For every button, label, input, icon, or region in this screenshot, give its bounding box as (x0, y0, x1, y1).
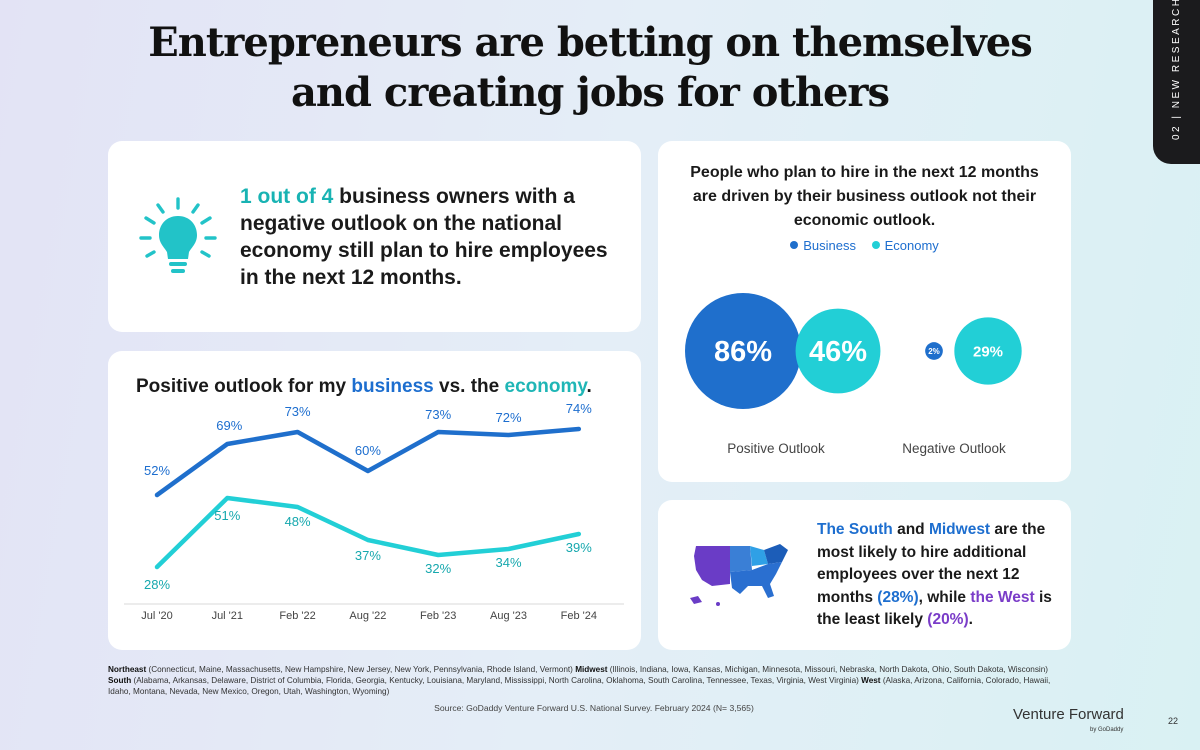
region-statement: The South and Midwest are the most likel… (817, 519, 1057, 632)
region-low-pct: (20%) (927, 611, 969, 628)
region-text-4: is the least likely (817, 588, 1052, 629)
line-title-mid: vs. the (433, 376, 505, 397)
footnote-midwest-text: (Illinois, Indiana, Iowa, Kansas, Michig… (607, 665, 1049, 674)
data-label-economy: 34% (495, 555, 521, 570)
line-chart-title: Positive outlook for my business vs. the… (136, 376, 592, 398)
series-line-economy (154, 495, 582, 570)
x-tick-label: Aug '22 (349, 610, 386, 622)
region-text-3: , while (918, 588, 971, 606)
footnote-west-text: (Alaska, Arizona, California, Colorado, … (108, 676, 1051, 696)
region-midwest: Midwest (928, 521, 991, 538)
x-tick-label: Feb '22 (279, 610, 315, 622)
region-card: The South and Midwest are the most likel… (658, 500, 1071, 650)
data-label-business: 60% (355, 443, 381, 458)
bubble-label-economy: 46% (809, 336, 867, 368)
region-south: The South (817, 521, 893, 538)
stat-card: 1 out of 4 business owners with a negati… (108, 141, 641, 332)
line-title-economy: economy (504, 376, 587, 397)
bubble-label-business: 2% (928, 347, 940, 356)
brand-sub: by GoDaddy (1090, 727, 1124, 733)
legend-economy-label: Economy (884, 237, 939, 253)
page-number: 22 (1168, 716, 1179, 726)
bubble-economy (954, 317, 1022, 385)
data-label-business: 74% (566, 401, 592, 416)
region-text-1: and (892, 521, 929, 538)
bubble-category-label: Negative Outlook (902, 441, 1006, 456)
x-tick-label: Jul '21 (212, 610, 243, 622)
data-label-business: 52% (144, 463, 170, 478)
data-label-business: 73% (285, 404, 311, 419)
line-title-pre: Positive outlook for my (136, 376, 352, 397)
bubble-label-economy: 29% (973, 343, 1003, 360)
bubble-category-label: Positive Outlook (727, 441, 825, 456)
stat-statement: 1 out of 4 business owners with a negati… (240, 183, 630, 291)
bubble-economy (795, 308, 881, 394)
footnote-midwest-label: Midwest (575, 665, 608, 674)
us-map-icon (690, 544, 788, 606)
bubble-legend: Business Economy (658, 237, 1071, 253)
data-label-economy: 32% (425, 561, 451, 576)
bubble-business (685, 293, 801, 409)
page-title-line-2: and creating jobs for others (290, 69, 890, 116)
footnote-northeast-label: Northeast (108, 665, 147, 674)
data-label-economy: 48% (285, 514, 311, 529)
bubble-chart: 86% 2% 46% 29% Positive Outlook Negative Outl… (685, 293, 1022, 456)
stat-highlight: 1 out of 4 (240, 185, 334, 208)
x-tick-label: Feb '24 (561, 610, 597, 622)
legend-economy-swatch (871, 241, 880, 249)
bubble-business (925, 342, 943, 360)
data-label-economy: 51% (214, 508, 240, 523)
data-label-economy: 39% (566, 540, 592, 555)
footnote-west-label: West (861, 676, 881, 685)
footnote-northeast-text: (Connecticut, Maine, Massachusetts, New … (146, 665, 576, 674)
data-label-business: 73% (425, 407, 451, 422)
bubble-chart-card: People who plan to hire in the next 12 m… (658, 141, 1071, 482)
bubble-label-business: 86% (714, 336, 772, 368)
region-text-2: are the most likely to hire additional e… (817, 521, 1046, 606)
source-note: Source: GoDaddy Venture Forward U.S. Nat… (434, 703, 754, 713)
data-label-economy: 37% (355, 548, 381, 563)
page-title: Entrepreneurs are betting on themselves … (120, 18, 1060, 118)
footnote-south-label: South (108, 676, 132, 685)
region-footnote: Northeast (Connecticut, Maine, Massachus… (108, 664, 1068, 697)
section-tab-label: 02 | NEW RESEARCH (1171, 0, 1182, 140)
bubble-chart-title: People who plan to hire in the next 12 m… (690, 164, 1039, 229)
line-chart: 52% 69% 73% 60% 73% 72% 74% 28% 51% 48% 37% 32% 34% 3… (124, 401, 624, 622)
region-text-5: . (968, 611, 973, 628)
page-title-line-1: Entrepreneurs are betting on themselves (148, 19, 1033, 66)
data-label-economy: 28% (144, 577, 170, 592)
data-label-business: 69% (216, 418, 242, 433)
x-tick-label: Jul '20 (141, 610, 172, 622)
region-high-pct: (28%) (877, 588, 919, 606)
legend-business-swatch (790, 241, 799, 249)
lightbulb-icon (139, 197, 217, 273)
stat-text: business owners with a negative outlook … (240, 185, 608, 289)
data-label-business: 72% (495, 410, 521, 425)
legend-business: Business (790, 238, 856, 253)
legend-economy: Economy (871, 237, 939, 253)
region-west: the West (970, 588, 1035, 606)
line-chart-card: Positive outlook for my business vs. the… (108, 351, 641, 650)
x-tick-label: Aug '23 (490, 610, 527, 622)
brand-logo: Venture Forward (1013, 706, 1124, 723)
line-title-business: business (351, 376, 434, 397)
footnote-south-text: (Alabama, Arkansas, Delaware, District o… (131, 676, 862, 685)
legend-business-label: Business (803, 237, 856, 253)
section-tab: 02 | NEW RESEARCH (1153, 0, 1200, 164)
x-tick-label: Feb '23 (420, 610, 456, 622)
line-title-post: . (586, 376, 592, 397)
series-line-business (154, 426, 582, 498)
